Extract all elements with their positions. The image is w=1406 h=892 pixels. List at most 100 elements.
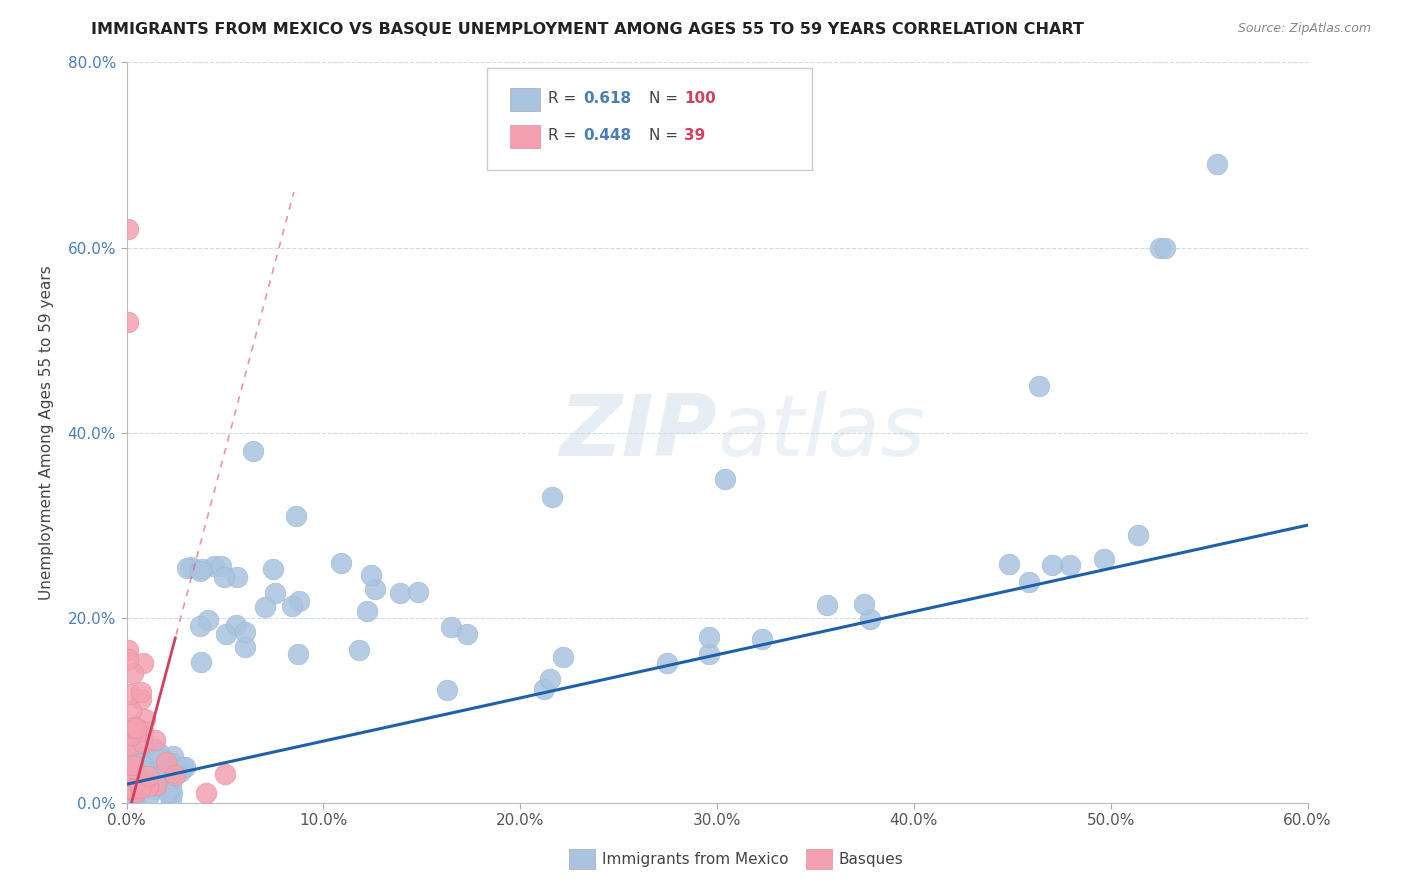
Point — [169, 765, 191, 780]
Point — [132, 723, 155, 738]
Point — [117, 652, 139, 666]
Point — [143, 741, 166, 756]
Bar — [806, 848, 831, 870]
Point — [356, 604, 378, 618]
Point — [1092, 552, 1115, 566]
Point — [127, 756, 149, 771]
Point — [152, 768, 174, 782]
Point — [155, 768, 177, 782]
Point — [440, 620, 463, 634]
Point — [138, 780, 160, 795]
Bar — [510, 88, 540, 111]
Point — [149, 761, 172, 775]
Point — [125, 783, 148, 797]
Point — [163, 768, 186, 782]
Point — [125, 721, 148, 735]
Point — [128, 774, 150, 789]
Point — [160, 786, 183, 800]
Point — [697, 630, 720, 644]
Point — [197, 614, 219, 628]
Point — [347, 642, 370, 657]
Point — [117, 314, 139, 328]
Point — [122, 758, 145, 772]
Text: Basques: Basques — [839, 852, 904, 866]
Point — [156, 785, 179, 799]
Point — [134, 713, 156, 727]
Point — [121, 795, 143, 809]
Point — [125, 759, 148, 773]
Point — [1059, 558, 1081, 572]
Point — [195, 786, 218, 800]
Point — [263, 586, 285, 600]
Point — [191, 562, 214, 576]
Point — [132, 755, 155, 769]
Text: N =: N = — [648, 91, 682, 106]
Point — [214, 627, 236, 641]
Point — [117, 643, 139, 657]
Bar — [510, 126, 540, 147]
Point — [148, 746, 170, 760]
Text: R =: R = — [548, 128, 581, 144]
Point — [122, 770, 145, 784]
Point — [117, 781, 139, 796]
Point — [330, 556, 353, 570]
Point — [657, 657, 679, 671]
Point — [1153, 240, 1175, 255]
Point — [145, 774, 167, 789]
Text: atlas: atlas — [717, 391, 925, 475]
Point — [120, 687, 142, 701]
Point — [188, 619, 211, 633]
Point — [162, 748, 184, 763]
Point — [212, 570, 235, 584]
Text: ZIP: ZIP — [560, 391, 717, 475]
Point — [209, 558, 232, 573]
Point — [1206, 157, 1229, 171]
Point — [132, 760, 155, 774]
Point — [188, 564, 211, 578]
Point — [360, 567, 382, 582]
Point — [120, 739, 142, 754]
Point — [136, 779, 159, 793]
Text: 39: 39 — [683, 128, 706, 144]
Point — [172, 760, 194, 774]
Point — [132, 656, 155, 670]
Text: 0.448: 0.448 — [583, 128, 631, 144]
Point — [1028, 379, 1050, 393]
Point — [281, 599, 304, 613]
Point — [1128, 528, 1150, 542]
Point — [998, 557, 1021, 571]
FancyBboxPatch shape — [486, 68, 811, 169]
Point — [129, 685, 152, 699]
Point — [117, 791, 139, 805]
Text: IMMIGRANTS FROM MEXICO VS BASQUE UNEMPLOYMENT AMONG AGES 55 TO 59 YEARS CORRELAT: IMMIGRANTS FROM MEXICO VS BASQUE UNEMPLO… — [91, 22, 1084, 37]
Point — [389, 586, 412, 600]
Text: 100: 100 — [683, 91, 716, 106]
Point — [124, 787, 146, 801]
Point — [1149, 240, 1171, 255]
Point — [853, 598, 876, 612]
Point — [125, 765, 148, 780]
Text: R =: R = — [548, 91, 581, 106]
Point — [117, 781, 139, 796]
Point — [751, 632, 773, 647]
Point — [714, 472, 737, 486]
Text: Source: ZipAtlas.com: Source: ZipAtlas.com — [1237, 22, 1371, 36]
Point — [150, 752, 173, 766]
Point — [288, 594, 311, 608]
Point — [138, 775, 160, 789]
Point — [697, 647, 720, 661]
Point — [117, 769, 139, 783]
Bar — [569, 848, 595, 870]
Point — [1018, 574, 1040, 589]
Point — [204, 558, 226, 573]
Point — [284, 508, 307, 523]
Point — [160, 794, 183, 808]
Point — [159, 756, 181, 770]
Point — [159, 780, 181, 795]
Point — [143, 782, 166, 797]
Point — [129, 780, 152, 795]
Point — [122, 790, 145, 805]
Point — [155, 756, 177, 770]
Point — [136, 790, 159, 805]
Point — [118, 787, 141, 801]
